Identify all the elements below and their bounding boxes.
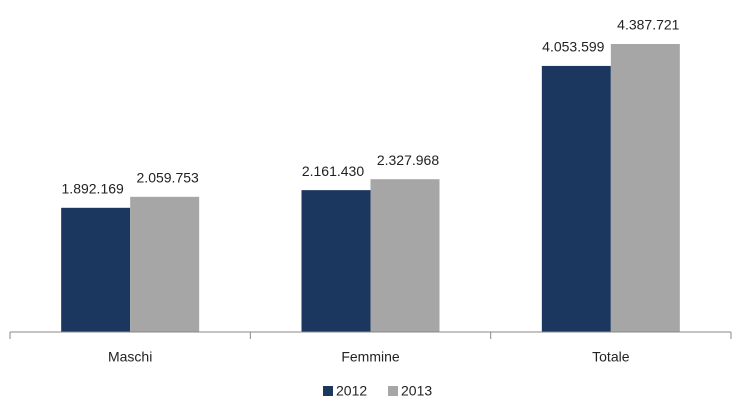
data-label: 4.053.599 bbox=[542, 39, 604, 55]
legend-label: 2012 bbox=[336, 383, 367, 399]
legend-swatch bbox=[323, 386, 333, 396]
bar bbox=[370, 179, 440, 332]
data-label: 4.387.721 bbox=[617, 17, 679, 33]
bar bbox=[61, 207, 131, 332]
legend-swatch bbox=[388, 386, 398, 396]
x-tick-label: Totale bbox=[592, 349, 630, 365]
data-label: 2.161.430 bbox=[302, 163, 364, 179]
data-label: 1.892.169 bbox=[62, 181, 124, 197]
bar bbox=[541, 65, 611, 333]
data-label: 2.327.968 bbox=[377, 152, 439, 168]
bar bbox=[130, 196, 200, 332]
bar bbox=[301, 190, 371, 332]
x-tick-label: Maschi bbox=[108, 349, 152, 365]
bar bbox=[610, 44, 680, 332]
legend-label: 2013 bbox=[401, 383, 432, 399]
data-label: 2.059.753 bbox=[137, 170, 199, 186]
x-tick-label: Femmine bbox=[341, 349, 400, 365]
